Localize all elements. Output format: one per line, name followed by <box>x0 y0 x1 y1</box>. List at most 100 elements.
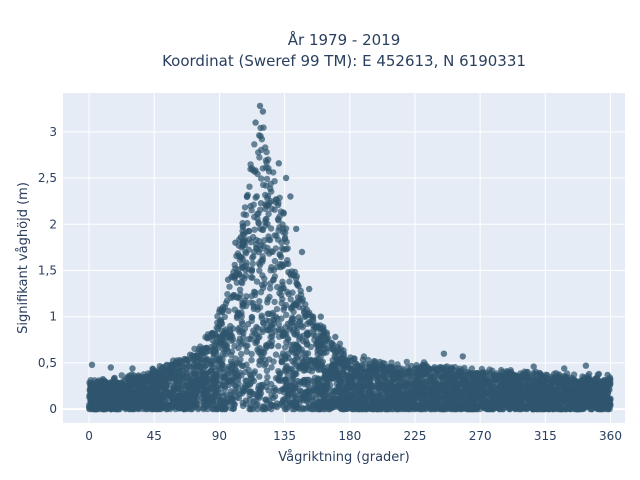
data-point <box>239 399 246 407</box>
data-point <box>532 368 540 375</box>
data-point <box>275 368 282 375</box>
data-point <box>191 345 198 352</box>
data-point <box>231 374 238 382</box>
data-point <box>587 387 594 394</box>
data-point <box>247 388 255 395</box>
data-point <box>508 388 516 395</box>
data-point <box>260 242 267 250</box>
data-point <box>212 367 219 374</box>
data-point <box>435 372 442 379</box>
data-point <box>262 157 270 164</box>
data-point <box>269 333 276 340</box>
data-point <box>284 320 292 328</box>
data-point <box>540 393 547 400</box>
data-point <box>289 289 296 296</box>
data-point <box>274 283 281 291</box>
data-point <box>256 154 263 161</box>
data-point <box>262 396 270 403</box>
data-point <box>238 318 245 325</box>
data-point <box>198 359 205 366</box>
data-point <box>355 394 362 401</box>
data-point <box>503 368 510 375</box>
data-point <box>383 394 391 401</box>
data-point <box>272 375 280 382</box>
data-point <box>272 402 279 410</box>
data-point <box>281 344 289 351</box>
data-point <box>323 335 330 342</box>
data-point <box>413 370 420 378</box>
data-point <box>289 390 297 397</box>
data-point <box>450 375 458 382</box>
data-point <box>271 257 279 265</box>
data-point <box>375 369 382 377</box>
data-point <box>239 274 246 281</box>
data-point <box>258 314 265 321</box>
data-point <box>524 391 531 398</box>
data-point <box>271 232 278 239</box>
data-point <box>361 382 369 390</box>
data-point <box>146 387 154 394</box>
data-point <box>243 348 250 355</box>
data-point <box>472 377 479 384</box>
data-point <box>163 376 171 383</box>
data-point <box>281 234 289 241</box>
data-point <box>591 382 599 389</box>
data-point <box>486 382 493 389</box>
data-point <box>403 358 410 366</box>
data-point <box>298 355 305 362</box>
data-point <box>281 304 288 311</box>
data-point <box>252 397 259 404</box>
data-point <box>235 310 242 317</box>
data-point <box>256 373 263 380</box>
data-point <box>251 248 258 256</box>
data-point <box>256 261 264 269</box>
data-point <box>273 305 281 313</box>
data-points <box>85 102 614 413</box>
data-point <box>303 306 310 313</box>
data-point <box>219 382 226 389</box>
data-point <box>221 313 228 321</box>
data-point <box>267 267 274 274</box>
data-point <box>339 369 346 377</box>
data-point <box>346 398 353 405</box>
data-point <box>256 389 263 396</box>
data-point <box>249 233 257 241</box>
data-point <box>279 285 286 292</box>
data-point <box>231 342 238 350</box>
data-point <box>310 318 317 325</box>
data-point <box>270 277 277 284</box>
data-point <box>549 385 556 392</box>
data-point <box>236 286 244 293</box>
data-point <box>309 378 316 385</box>
data-point <box>192 352 199 360</box>
data-point <box>318 386 326 393</box>
data-point <box>316 324 323 332</box>
data-point <box>251 141 258 148</box>
data-point <box>86 394 93 401</box>
data-point <box>257 124 264 132</box>
data-point <box>239 219 246 227</box>
data-point <box>226 328 234 335</box>
data-point <box>265 210 272 218</box>
data-point <box>249 375 256 383</box>
data-point <box>240 334 247 341</box>
data-point <box>334 376 341 383</box>
data-point <box>264 373 271 381</box>
data-point <box>242 297 249 304</box>
data-point <box>293 400 300 407</box>
data-point <box>244 191 251 199</box>
data-point <box>109 397 116 404</box>
data-point <box>329 346 337 353</box>
data-point <box>275 321 282 328</box>
data-point <box>305 366 312 374</box>
data-point <box>238 362 246 369</box>
data-point <box>426 377 433 385</box>
data-point <box>222 300 230 307</box>
data-point <box>251 226 258 233</box>
data-point <box>276 194 283 201</box>
data-point <box>329 404 336 411</box>
data-point <box>286 367 293 374</box>
data-point <box>265 165 272 172</box>
data-point <box>284 394 292 401</box>
